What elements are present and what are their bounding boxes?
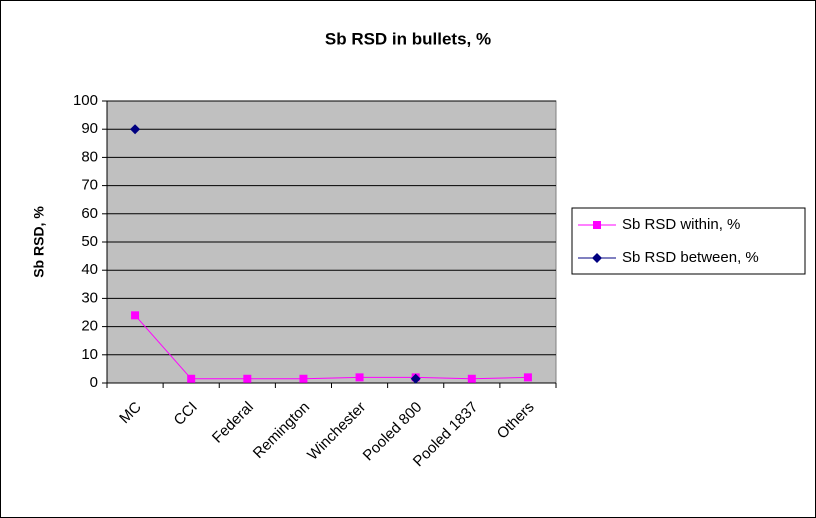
series-line [134,314,528,380]
chart-title: Sb RSD in bullets, % [325,29,491,48]
y-tick-label: 10 [81,346,98,363]
y-tick-label: 70 [81,177,98,194]
data-point [355,373,364,382]
data-point [299,374,308,383]
legend-marker [592,253,602,263]
legend-box [571,207,806,275]
data-point [187,374,196,383]
y-tick-label: 80 [81,148,98,165]
y-tick-label: 30 [81,289,98,306]
legend-label: Sb RSD within, % [622,216,740,233]
y-axis-label: Sb RSD, % [31,206,47,278]
y-tick-label: 90 [81,120,98,137]
data-point [243,374,252,383]
y-tick-label: 50 [81,233,98,250]
data-point [467,374,476,383]
data-point [131,311,140,320]
legend-marker [593,221,601,229]
y-tick-label: 40 [81,261,98,278]
data-point [130,124,141,135]
y-tick-label: 0 [90,374,98,391]
data-point [523,373,532,382]
y-tick-label: 60 [81,205,98,222]
legend-label: Sb RSD between, % [622,249,759,266]
data-point [410,373,421,384]
y-tick-label: 20 [81,318,98,335]
y-tick-label: 100 [73,92,98,109]
